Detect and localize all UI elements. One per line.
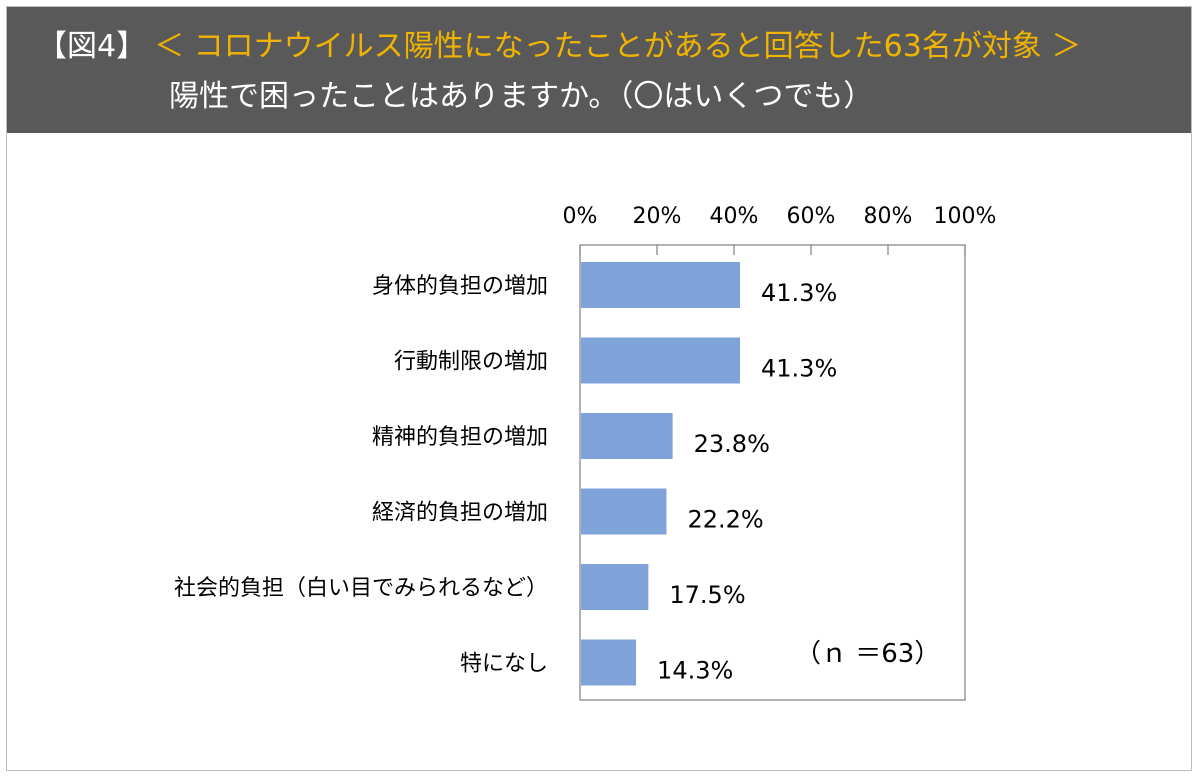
value-label: 23.8%	[694, 430, 770, 458]
tick-label: 40%	[710, 204, 759, 229]
value-label: 17.5%	[669, 581, 745, 609]
header-line-1: 【図4】＜ コロナウイルス陽性になったことがあると回答した63名が対象 ＞	[37, 27, 1081, 67]
value-label: 41.3%	[761, 355, 837, 383]
tick-label: 20%	[633, 204, 682, 229]
target-subtitle: ＜ コロナウイルス陽性になったことがあると回答した63名が対象 ＞	[154, 29, 1082, 64]
category-label: 社会的負担（白い目でみられるなど）	[174, 576, 548, 601]
category-label: 精神的負担の増加	[372, 425, 548, 450]
category-label: 特になし	[460, 652, 548, 677]
bar	[581, 564, 649, 610]
value-label: 22.2%	[687, 506, 763, 534]
tick-label: 100%	[934, 204, 997, 229]
figure-header: 【図4】＜ コロナウイルス陽性になったことがあると回答した63名が対象 ＞ 陽性…	[7, 7, 1191, 133]
tick-label: 60%	[787, 204, 836, 229]
bar	[581, 639, 637, 686]
bar	[581, 413, 673, 459]
tick-label: 80%	[864, 204, 913, 229]
figure-frame: 【図4】＜ コロナウイルス陽性になったことがあると回答した63名が対象 ＞ 陽性…	[6, 6, 1192, 771]
figure-label: 【図4】	[37, 29, 147, 64]
category-label: 経済的負担の増加	[372, 501, 548, 526]
bar	[581, 488, 667, 535]
value-label: 14.3%	[657, 657, 733, 685]
category-label: 行動制限の増加	[394, 350, 548, 375]
bar	[581, 337, 741, 384]
tick-label: 0%	[563, 204, 598, 229]
bar	[581, 262, 741, 308]
category-label: 身体的負担の増加	[372, 274, 548, 299]
sample-size-note: （ｎ ＝63）	[795, 639, 940, 669]
plot-area	[579, 244, 966, 701]
survey-question: 陽性で困ったことはありますか。（〇はいくつでも）	[169, 79, 874, 114]
value-label: 41.3%	[761, 279, 837, 307]
